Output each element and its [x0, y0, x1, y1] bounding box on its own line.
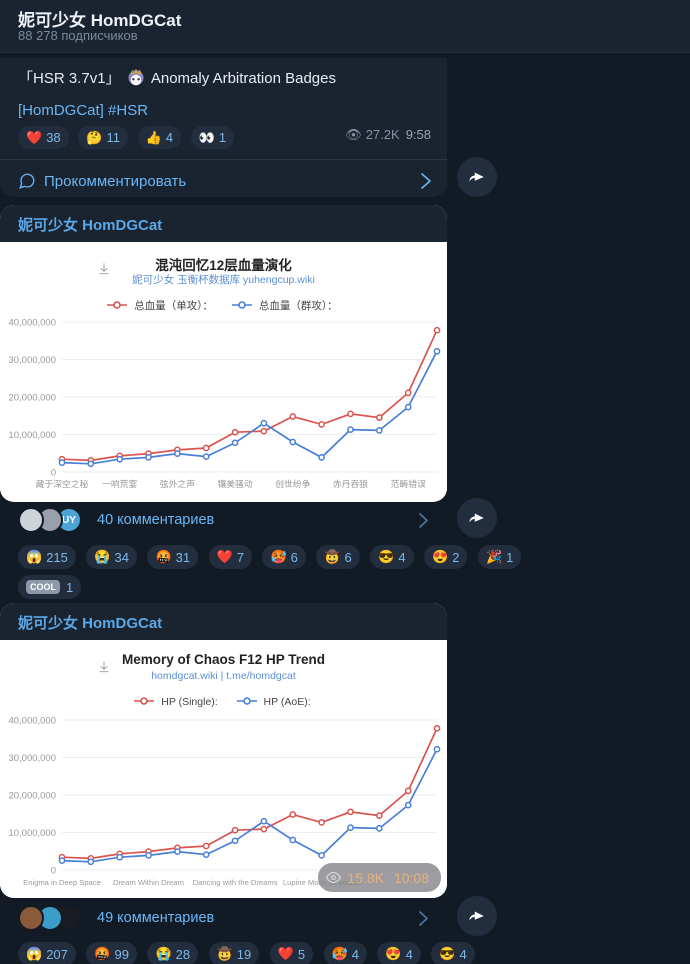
- svg-text:20,000,000: 20,000,000: [8, 790, 56, 801]
- svg-text:40,000,000: 40,000,000: [8, 317, 56, 328]
- svg-text:范畴错误: 范畴错误: [391, 478, 426, 489]
- svg-text:30,000,000: 30,000,000: [8, 753, 56, 764]
- svg-text:0: 0: [51, 865, 56, 876]
- svg-text:10,000,000: 10,000,000: [8, 430, 56, 441]
- svg-text:0: 0: [51, 467, 56, 478]
- svg-text:赤丹吞狼: 赤丹吞狼: [333, 478, 368, 489]
- svg-text:10,000,000: 10,000,000: [8, 828, 56, 839]
- svg-text:创世纷争: 创世纷争: [275, 478, 310, 489]
- svg-text:镶美骚动: 镶美骚动: [217, 478, 252, 489]
- svg-text:Dream Within Dream: Dream Within Dream: [113, 878, 184, 887]
- svg-text:Enigma in Deep Space: Enigma in Deep Space: [23, 878, 101, 887]
- svg-text:20,000,000: 20,000,000: [8, 392, 56, 403]
- svg-text:Dancing with the Dreams: Dancing with the Dreams: [193, 878, 278, 887]
- svg-text:一响荒宴: 一响荒宴: [102, 478, 137, 489]
- svg-text:30,000,000: 30,000,000: [8, 355, 56, 366]
- svg-text:弦外之声: 弦外之声: [160, 478, 195, 489]
- svg-text:藏于深空之秘: 藏于深空之秘: [36, 478, 89, 489]
- svg-text:40,000,000: 40,000,000: [8, 715, 56, 726]
